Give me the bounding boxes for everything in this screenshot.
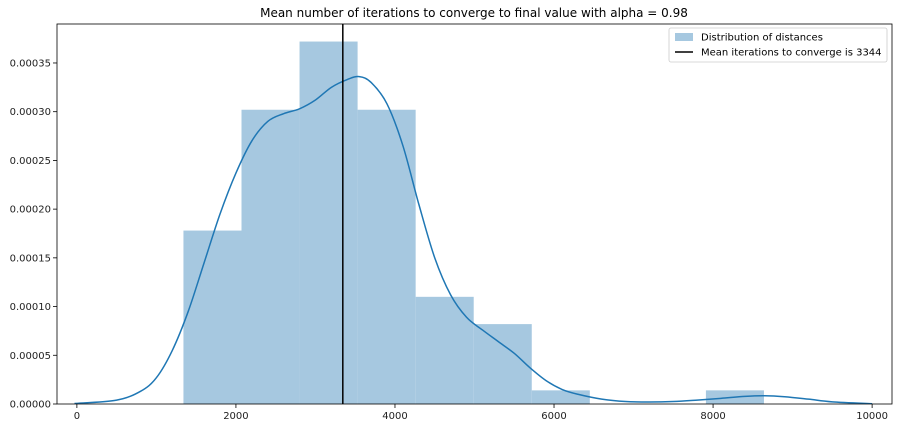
x-tick-label-2: 4000 bbox=[382, 411, 407, 422]
y-tick-label-1: 0.00005 bbox=[10, 351, 51, 362]
y-tick-label-4: 0.00020 bbox=[10, 205, 51, 216]
x-tick-label-3: 6000 bbox=[541, 411, 566, 422]
x-tick-label-1: 2000 bbox=[223, 411, 248, 422]
histogram-bar-2 bbox=[299, 41, 358, 404]
legend-box bbox=[668, 27, 888, 63]
legend-swatch-histogram bbox=[675, 33, 693, 41]
y-tick-label-7: 0.00035 bbox=[10, 58, 51, 69]
x-tick-label-4: 8000 bbox=[700, 411, 725, 422]
y-tick-label-3: 0.00015 bbox=[10, 253, 51, 264]
histogram-bar-1 bbox=[241, 109, 300, 404]
histogram bbox=[183, 41, 764, 404]
plot-area bbox=[74, 24, 873, 404]
kde-curve bbox=[74, 75, 873, 404]
axes-frame bbox=[56, 23, 893, 405]
y-tick-label-0: 0.00000 bbox=[10, 400, 51, 411]
histogram-bar-6 bbox=[531, 390, 590, 404]
x-tick-label-5: 10000 bbox=[856, 411, 888, 422]
x-tick-label-0: 0 bbox=[74, 411, 80, 422]
legend-label-histogram: Distribution of distances bbox=[701, 33, 823, 44]
y-tick-label-2: 0.00010 bbox=[10, 302, 51, 313]
y-tick-label-5: 0.00025 bbox=[10, 156, 51, 167]
legend: Distribution of distances Mean iterations… bbox=[668, 27, 888, 63]
legend-label-mean-line: Mean iterations to converge is 3344 bbox=[701, 48, 882, 59]
histogram-bar-4 bbox=[415, 296, 474, 404]
axes: 0 2000 4000 6000 8000 10000 0.00000 0.00005 0.00… bbox=[10, 23, 893, 422]
histogram-bar-0 bbox=[183, 230, 242, 404]
histogram-bar-5 bbox=[473, 324, 532, 404]
y-tick-label-6: 0.00030 bbox=[10, 107, 51, 118]
chart-title: Mean number of iterations to converge to… bbox=[260, 6, 688, 20]
histogram-bar-3 bbox=[357, 109, 416, 404]
